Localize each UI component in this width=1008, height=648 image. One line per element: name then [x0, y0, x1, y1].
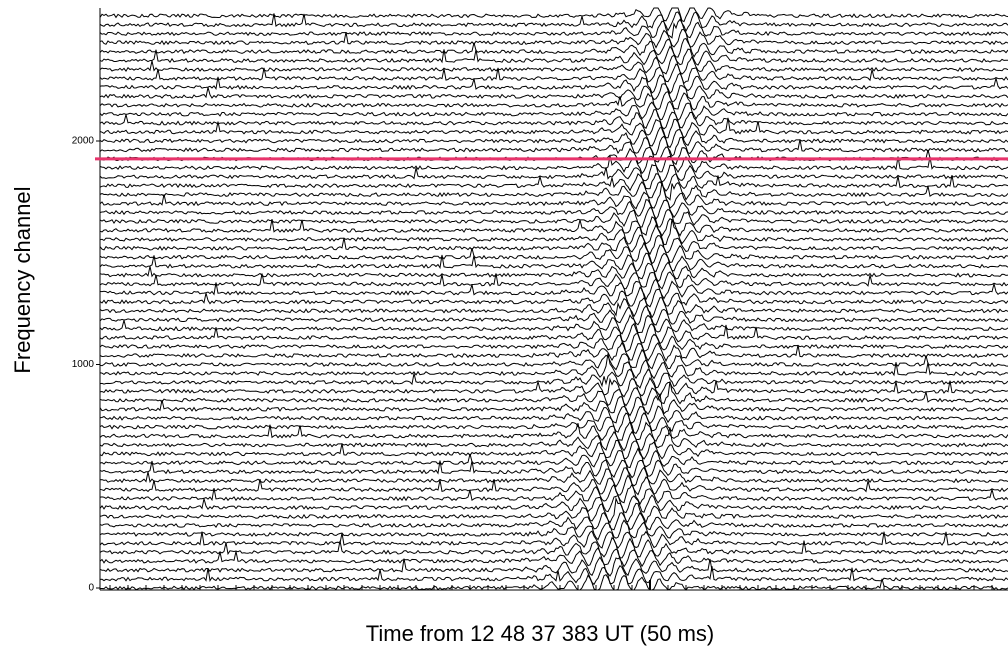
trace: [99, 117, 1008, 139]
trace: [99, 63, 1008, 85]
trace: [99, 536, 1008, 559]
trace: [99, 18, 1008, 39]
trace: [99, 305, 1008, 326]
trace: [99, 341, 1008, 363]
trace: [99, 494, 1008, 514]
trace: [99, 427, 1008, 452]
trace: [99, 91, 1008, 111]
trace: [99, 447, 1008, 469]
trace: [99, 234, 1008, 256]
trace: [99, 348, 1008, 371]
trace: [99, 297, 1008, 319]
trace: [99, 381, 1008, 407]
trace: [99, 392, 1008, 417]
y-tick-label: 0: [88, 583, 94, 594]
trace: [99, 28, 1008, 49]
trace: [99, 181, 1008, 210]
trace: [99, 405, 1008, 425]
trace: [99, 511, 1008, 531]
trace: [99, 261, 1008, 283]
y-tick-label: 1000: [72, 359, 95, 370]
trace: [99, 216, 1008, 237]
trace: [99, 127, 1008, 149]
x-axis-label: Time from 12 48 37 383 UT (50 ms): [366, 621, 714, 646]
trace: [99, 439, 1008, 460]
trace: [99, 164, 1008, 183]
y-axis-label: Frequency channel: [10, 186, 35, 373]
trace: [99, 412, 1008, 435]
trace: [99, 474, 1008, 496]
trace: [99, 271, 1008, 290]
trace: [99, 109, 1008, 130]
trace: [99, 45, 1008, 66]
trace: [99, 206, 1008, 228]
trace: [99, 218, 1008, 246]
trace: [99, 278, 1008, 301]
trace: [99, 37, 1008, 58]
trace: [99, 100, 1008, 121]
trace: [99, 155, 1008, 175]
trace: [99, 252, 1008, 273]
trace: [99, 420, 1008, 443]
trace: [99, 353, 1008, 380]
trace: [99, 135, 1008, 157]
trace: [99, 11, 1008, 33]
trace: [99, 565, 1008, 586]
trace: [99, 556, 1008, 577]
trace: [99, 530, 1008, 549]
trace: [99, 547, 1008, 568]
trace: [99, 322, 1008, 345]
trace: [99, 241, 1008, 265]
trace: [99, 466, 1008, 488]
trace: [99, 376, 1008, 398]
trace: [99, 83, 1008, 102]
trace: [99, 172, 1008, 192]
trace: [99, 54, 1008, 75]
trace: [99, 333, 1008, 353]
trace: [99, 314, 1008, 335]
trace: [99, 7, 1008, 23]
trace: [99, 459, 1008, 479]
trace: [99, 519, 1008, 541]
trace: [99, 72, 1008, 95]
trace: [99, 286, 1008, 308]
trace: [99, 199, 1008, 220]
trace: [99, 496, 1008, 524]
x-ticks: [109, 580, 993, 590]
trace: [99, 181, 1008, 201]
y-tick-label: 2000: [72, 136, 95, 147]
trace: [100, 574, 1008, 591]
trace: [99, 483, 1008, 506]
traces: [99, 7, 1008, 591]
trace: [99, 368, 1008, 389]
